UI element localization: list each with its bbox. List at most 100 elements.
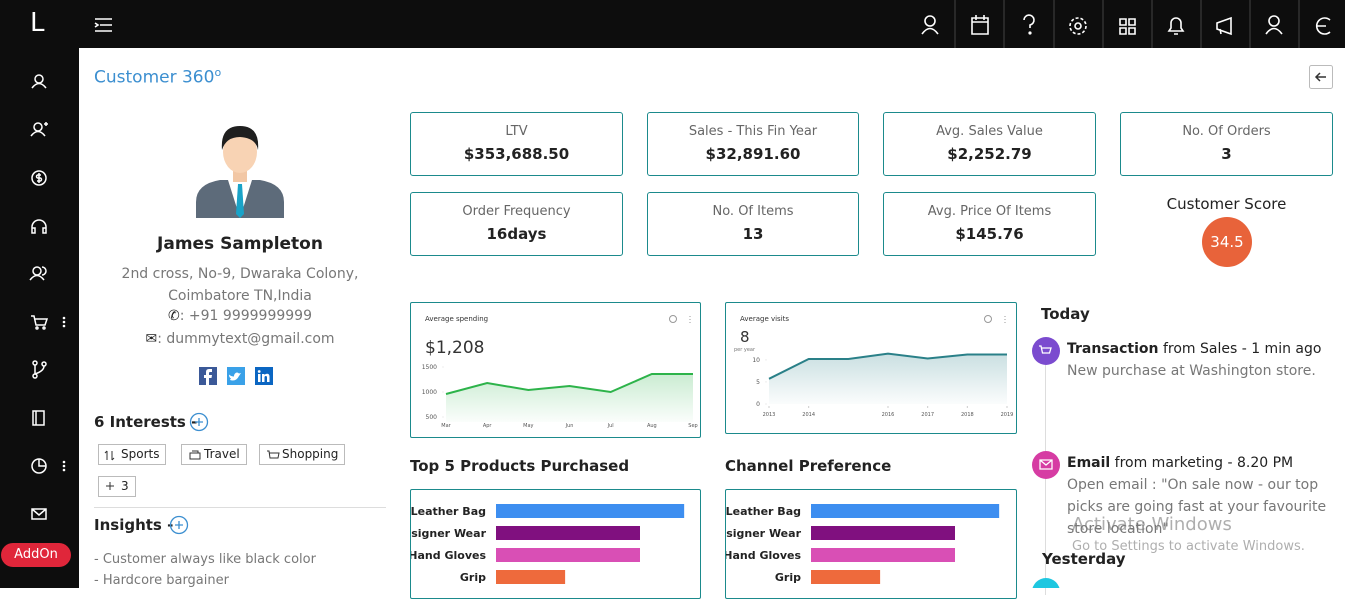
topbar-icons xyxy=(94,0,1331,48)
icon-account[interactable] xyxy=(1265,15,1283,35)
icon-user[interactable] xyxy=(31,74,47,89)
icon-add-user[interactable] xyxy=(30,122,48,137)
y-tick-label: 10 xyxy=(752,357,760,364)
address-line: Coimbatore TN,India xyxy=(168,288,312,304)
products-chart: Leather Bag Designer Wear Hand Gloves Grip xyxy=(411,504,685,584)
x-tick-label: Apr xyxy=(483,423,493,429)
y-tick-label: Hand Gloves xyxy=(726,549,801,562)
social-icons xyxy=(199,367,273,385)
insight: - Hardcore bargainer xyxy=(94,573,229,588)
x-tick-label: 2019 xyxy=(1001,412,1014,418)
y-tick-label: 5 xyxy=(756,379,760,386)
event-desc: Open email : "On sale now - our top pick… xyxy=(1067,477,1327,537)
score-value: 34.5 xyxy=(1210,233,1244,251)
icon-announce[interactable] xyxy=(1216,16,1232,36)
event: Transaction from Sales - 1 min ago New p… xyxy=(1067,341,1337,382)
kpi-value: 16days xyxy=(486,225,547,243)
insights-list: - Customer always like black color - Har… xyxy=(94,549,316,591)
kpi-label: Sales - This Fin Year xyxy=(688,124,818,139)
icon-settings[interactable] xyxy=(1069,17,1087,35)
addon-button[interactable]: AddOn xyxy=(1,543,71,567)
kpi-value: $2,252.79 xyxy=(947,145,1032,163)
icon-logout[interactable] xyxy=(1315,17,1331,35)
bar xyxy=(496,504,685,518)
x-tick-label: Aug xyxy=(647,423,657,429)
divider xyxy=(94,507,386,508)
bar xyxy=(496,570,566,584)
add-interest[interactable] xyxy=(189,412,209,432)
chart-title: Average visits xyxy=(740,315,789,323)
event-meta: from Sales - 1 min ago xyxy=(1158,341,1322,357)
watermark-text: Go to Settings to activate Windows. xyxy=(1072,539,1305,554)
twitter[interactable] xyxy=(227,367,245,385)
info-icon xyxy=(669,315,677,323)
y-tick-label: Designer Wear xyxy=(411,527,487,540)
email-text: : dummytext@gmail.com xyxy=(157,331,335,347)
linkedin[interactable] xyxy=(255,367,273,385)
address: 2nd cross, No-9, Dwaraka Colony, Coimbat… xyxy=(94,263,386,307)
bar xyxy=(811,526,955,540)
x-tick-label: 2014 xyxy=(802,412,815,418)
icon-bell[interactable] xyxy=(1167,17,1185,35)
kpi-card: Order Frequency 16days xyxy=(410,192,623,256)
kpi-card: Avg. Sales Value $2,252.79 xyxy=(883,112,1096,176)
event-desc: New purchase at Washington store. xyxy=(1067,363,1316,379)
icon-book[interactable] xyxy=(32,410,45,426)
facebook[interactable] xyxy=(199,367,217,385)
icon-apps[interactable] xyxy=(1119,18,1136,35)
page-title: Customer 360o xyxy=(94,66,221,88)
kpi-card: No. Of Orders 3 xyxy=(1120,112,1333,176)
bar xyxy=(496,548,640,562)
chart-title: Channel Preference xyxy=(725,457,892,475)
sidebar: L AddOn xyxy=(0,0,79,588)
back-button[interactable] xyxy=(1309,65,1333,89)
icon-branch[interactable] xyxy=(32,360,47,379)
kpi-card: Avg. Price Of Items $145.76 xyxy=(883,192,1096,256)
kpi-label: Avg. Sales Value xyxy=(936,124,1043,139)
icon-mail[interactable] xyxy=(31,508,47,520)
icon-dollar[interactable] xyxy=(31,170,47,186)
spending-chart: Average spending $1,208 500 1000 1500 Mar Apr M… xyxy=(422,315,698,429)
interest-tag[interactable]: Sports xyxy=(98,444,167,465)
info-icon xyxy=(984,315,992,323)
phone: ✆: +91 9999999999 xyxy=(168,308,312,324)
line xyxy=(768,352,1007,380)
add-insight[interactable] xyxy=(169,515,189,535)
y-tick-label: 500 xyxy=(426,414,438,421)
x-tick-label: May xyxy=(523,423,533,429)
icon-headset[interactable] xyxy=(31,219,47,234)
chart-value: 8 xyxy=(740,328,750,346)
icon-more[interactable] xyxy=(62,316,66,472)
interests-title: 6 Interests - xyxy=(94,413,198,431)
topbar xyxy=(79,0,1345,48)
icon-calendar[interactable] xyxy=(971,15,989,35)
event-title: Email xyxy=(1067,455,1111,471)
today-label: Today xyxy=(1041,305,1090,323)
menu-toggle[interactable] xyxy=(94,18,112,32)
kpi-label: Order Frequency xyxy=(462,204,571,219)
y-tick-label: 0 xyxy=(756,401,760,408)
timeline-dots xyxy=(1032,337,1060,588)
icon-help[interactable] xyxy=(1023,14,1035,35)
interest-tag[interactable]: Travel xyxy=(181,444,247,465)
icon-cart[interactable] xyxy=(31,315,49,330)
interest-tag[interactable]: Shopping xyxy=(259,444,346,465)
icon-pie[interactable] xyxy=(31,458,47,474)
x-tick-label: Jun xyxy=(565,423,574,429)
icon-profile[interactable] xyxy=(921,15,939,35)
channel-chart: Leather Bag Designer Wear Hand Gloves Grip xyxy=(726,504,1000,584)
tag-icons xyxy=(104,450,280,490)
tag-text: Travel xyxy=(204,447,240,461)
kpi-value: 3 xyxy=(1221,145,1232,163)
logo[interactable]: L xyxy=(30,8,45,38)
icon-users[interactable] xyxy=(29,266,47,281)
kpi-label: LTV xyxy=(505,124,528,139)
y-tick-label: Grip xyxy=(460,571,486,584)
score-badge: 34.5 xyxy=(1202,217,1252,267)
kpi-value: $353,688.50 xyxy=(463,145,570,163)
more-tags[interactable]: 3 xyxy=(98,476,136,497)
title-text: Customer 360 xyxy=(94,67,215,88)
separators xyxy=(954,0,1300,48)
